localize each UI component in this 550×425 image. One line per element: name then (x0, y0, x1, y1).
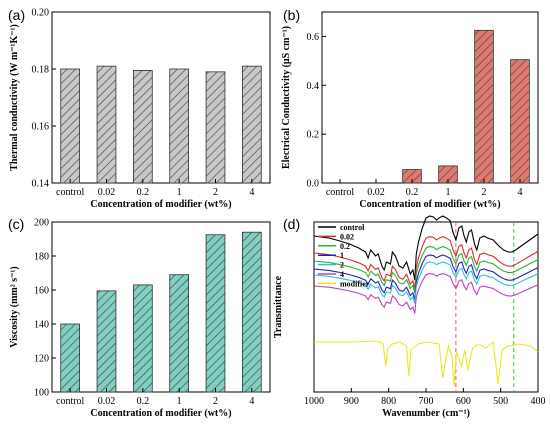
x-tick-label: 0.2 (406, 187, 419, 198)
bar-4 (241, 231, 262, 393)
bar-4 (510, 59, 530, 184)
panel-d: 1000 900 800 700 600 500 400 Wavenumber (cm⁻¹) T… (273, 215, 546, 419)
y-tick-label: 0.0 (307, 179, 320, 190)
x-tick-label: 0.02 (98, 396, 116, 407)
bar-0.2 (132, 70, 153, 184)
x-tick-label: 600 (456, 396, 471, 407)
plot-frame (51, 11, 271, 184)
x-tick-label: 2 (213, 187, 218, 198)
y-tick-label: 180 (34, 252, 49, 263)
x-tick-label: 2 (482, 187, 487, 198)
y-tick-label: 0.18 (32, 65, 50, 76)
y-tick-label: 200 (34, 218, 49, 229)
legend-label: 2 (340, 261, 344, 270)
bar-control (60, 68, 81, 184)
legend-label: modifier (340, 279, 370, 288)
bar-2 (205, 234, 226, 393)
series-line-0.2 (313, 246, 539, 293)
panel-label: (d) (283, 216, 300, 232)
x-tick-label: 1000 (304, 396, 324, 407)
panel-b: 0.0 0.2 0.4 0.6 control 0.02 0.2 1 2 4 Concentrati… (281, 7, 539, 210)
series-line-control (313, 215, 539, 281)
y-tick-label: 160 (34, 286, 49, 297)
panel-label: (b) (283, 7, 300, 23)
y-tick-label: 0.6 (307, 32, 320, 43)
x-tick-label: 4 (249, 187, 254, 198)
series-line-modifier (314, 340, 539, 387)
x-tick-label: 900 (344, 396, 359, 407)
panel-a: 0.14 0.16 0.18 0.20 control 0.02 0.2 1 2 4 Concent… (8, 7, 271, 210)
y-tick-label: 0.20 (32, 8, 50, 19)
y-axis-label: Thermal conductivity (W m⁻¹K⁻¹) (9, 24, 20, 171)
x-axis-label: Concentration of modifier (wt%) (359, 199, 500, 210)
bar-control (60, 323, 81, 393)
bar-1 (169, 68, 190, 184)
x-tick-label: 0.02 (367, 187, 385, 198)
x-tick-label: 2 (213, 396, 218, 407)
legend-label: control (340, 223, 365, 232)
bar-0.02 (96, 65, 117, 184)
legend-label: 1 (340, 251, 344, 260)
panel-label: (c) (8, 216, 24, 232)
x-tick-label: 400 (531, 396, 546, 407)
series-line-1 (313, 254, 539, 300)
bar-0.2 (132, 284, 153, 393)
panel-c: 100 120 140 160 180 200 control 0.02 0.2 1 2 4 Conce… (8, 216, 271, 419)
x-axis-label: Wavenumber (cm⁻¹) (382, 408, 470, 419)
x-tick-label: 500 (493, 396, 508, 407)
x-tick-label: control (56, 396, 85, 407)
y-tick-label: 0.4 (307, 81, 320, 92)
x-tick-label: 1 (177, 396, 182, 407)
x-tick-label: 0.2 (137, 187, 150, 198)
y-axis-label: Electrical Conductivity (μS cm⁻¹) (281, 26, 292, 169)
bar-4 (241, 65, 262, 184)
y-tick-label: 140 (34, 320, 49, 331)
x-axis-label: Concentration of modifier (wt%) (90, 199, 231, 210)
bar-2 (205, 71, 226, 184)
x-tick-label: 0.02 (98, 187, 116, 198)
x-tick-label: 0.2 (137, 396, 150, 407)
x-tick-label: 800 (381, 396, 396, 407)
y-axis-label: Viscosity (mm² s⁻¹) (9, 266, 20, 347)
y-tick-label: 0.14 (32, 179, 50, 190)
x-tick-label: 700 (419, 396, 434, 407)
bar-0.02 (96, 290, 117, 393)
y-axis-label: Transmittance (273, 275, 284, 338)
plot-frame (321, 11, 539, 184)
x-axis-label: Concentration of modifier (wt%) (90, 408, 231, 419)
legend-label: 0.2 (340, 242, 350, 251)
x-tick-label: control (56, 187, 85, 198)
y-tick-label: 100 (34, 388, 49, 399)
x-tick-label: 4 (249, 396, 254, 407)
y-tick-label: 120 (34, 354, 49, 365)
plot-frame (51, 221, 271, 393)
legend-label: 4 (340, 270, 344, 279)
panel-label: (a) (8, 7, 25, 23)
x-tick-label: 4 (518, 187, 523, 198)
x-tick-label: 1 (446, 187, 451, 198)
legend-label: 0.02 (340, 232, 354, 241)
x-tick-label: 1 (177, 187, 182, 198)
y-tick-label: 0.2 (307, 130, 320, 141)
bar-1 (169, 274, 190, 393)
y-tick-label: 0.16 (32, 122, 50, 133)
series-line-0.02 (313, 236, 539, 290)
x-tick-label: control (326, 187, 355, 198)
series-line-4 (313, 273, 539, 314)
series-line-2 (313, 261, 539, 304)
bar-2 (474, 29, 494, 184)
